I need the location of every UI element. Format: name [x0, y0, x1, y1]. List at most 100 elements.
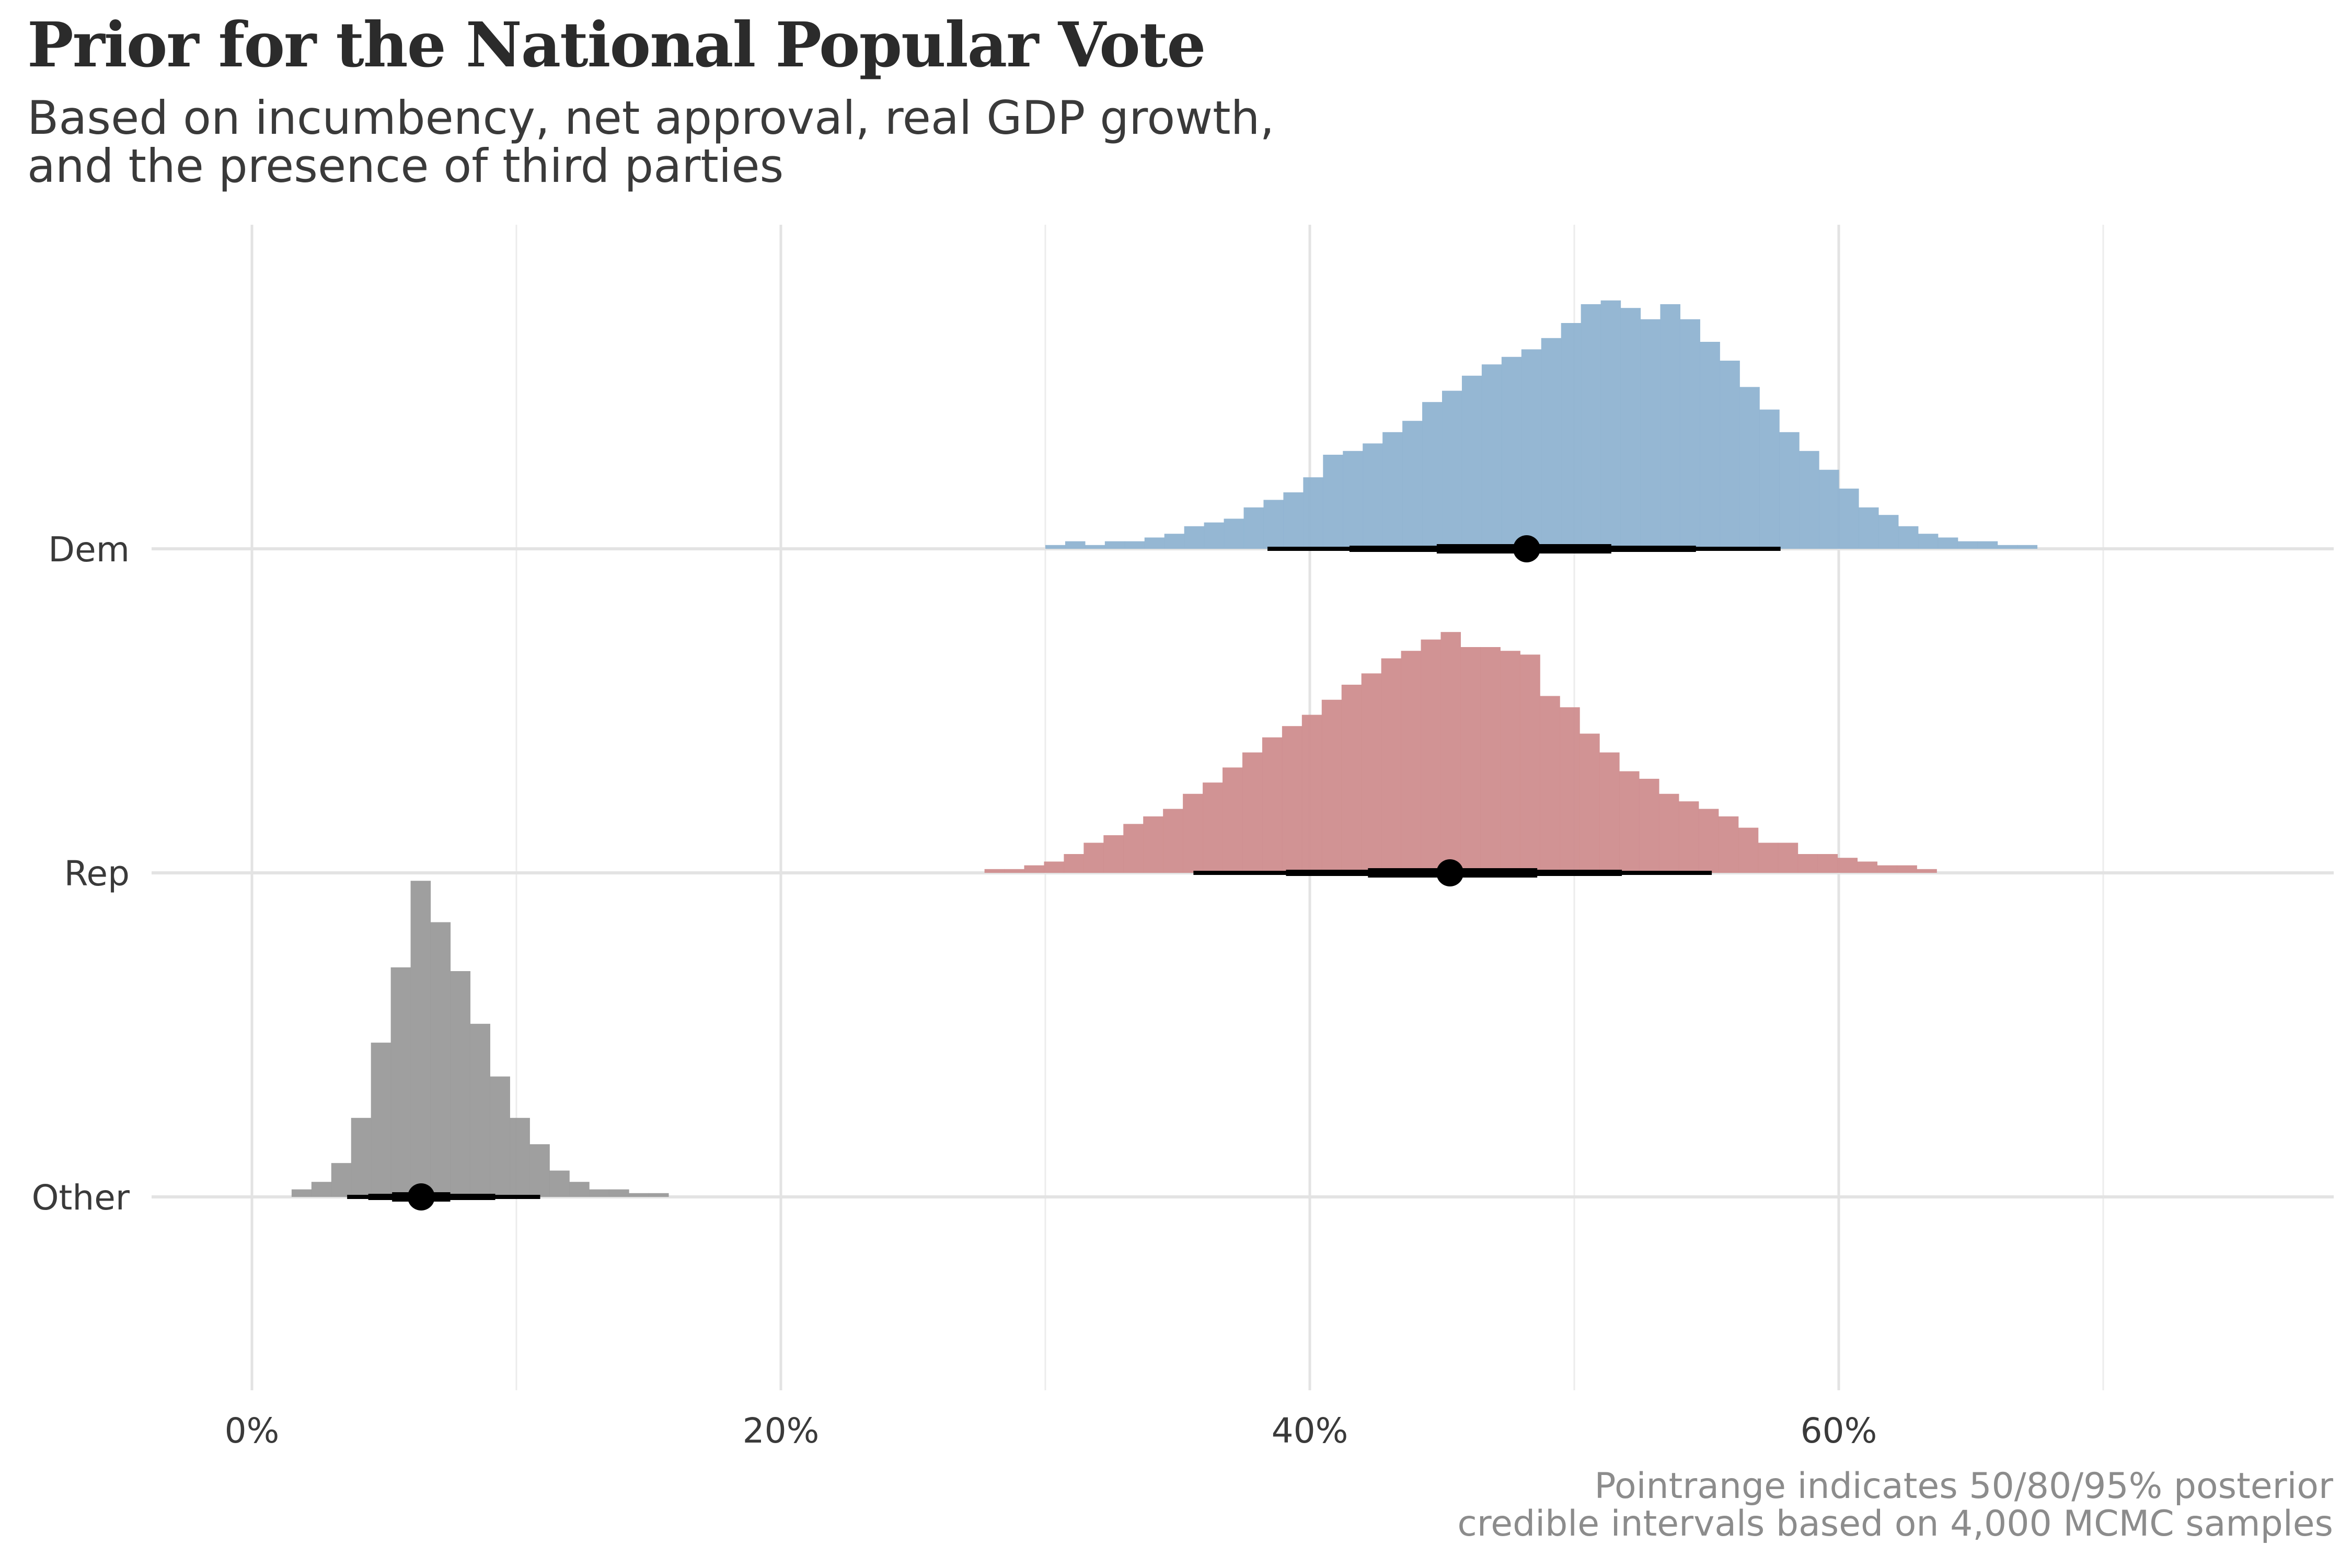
histogram-bar-dem — [1045, 545, 1066, 549]
histogram-bar-other — [390, 967, 411, 1197]
chart-title: Prior for the National Popular Vote — [27, 8, 1206, 81]
histogram-bar-rep — [1480, 647, 1501, 873]
histogram-bar-other — [410, 881, 431, 1197]
histogram-bar-dem — [1581, 304, 1601, 549]
histogram-bar-rep — [1262, 737, 1283, 873]
histogram-bar-dem — [1819, 469, 1839, 549]
y-tick-label-dem: Dem — [48, 529, 130, 570]
subtitle-line-2: and the presence of third parties — [27, 139, 784, 193]
histogram-bar-dem — [1104, 541, 1125, 549]
histogram-bar-rep — [1004, 869, 1025, 873]
histogram-bar-dem — [1600, 300, 1621, 549]
histogram-bar-other — [291, 1189, 312, 1197]
histogram-bar-dem — [1799, 451, 1819, 549]
histogram-bar-rep — [984, 869, 1005, 873]
histogram-bar-other — [450, 971, 471, 1197]
histogram-bar-dem — [1343, 451, 1363, 549]
histogram-bar-dem — [1204, 522, 1225, 549]
histogram-bar-dem — [1779, 432, 1800, 549]
histogram-bar-rep — [1857, 861, 1877, 873]
y-tick-label-rep: Rep — [64, 854, 130, 894]
histogram-bar-rep — [1440, 632, 1461, 873]
histogram-bar-rep — [1579, 733, 1600, 873]
histogram-bar-rep — [1797, 854, 1818, 873]
chart-subtitle: Based on incumbency, net approval, real … — [27, 94, 1274, 190]
x-tick-label: 60% — [1801, 1411, 1877, 1451]
histogram-bar-other — [371, 1042, 391, 1197]
axis-labels: Dem Rep Other 0% 20% 40% 60% — [32, 529, 1877, 1451]
median-point-dem — [1513, 535, 1540, 562]
histogram-bar-other — [569, 1182, 590, 1197]
histogram-bar-dem — [1481, 364, 1502, 549]
histogram-bar-dem — [1739, 387, 1760, 549]
histogram-bar-rep — [1401, 651, 1422, 873]
histogram-bar-other — [510, 1117, 530, 1197]
histogram-bar-other — [331, 1163, 352, 1197]
histogram-bar-rep — [1143, 816, 1163, 873]
histogram-bar-dem — [1839, 488, 1859, 549]
histogram-bar-rep — [1897, 865, 1917, 873]
histogram-bar-dem — [1224, 518, 1244, 549]
histogram-bar-dem — [1660, 304, 1680, 549]
histogram-bar-rep — [1203, 782, 1223, 873]
histogram-bar-rep — [1460, 647, 1481, 873]
histogram-bar-other — [529, 1144, 550, 1197]
histogram-bar-dem — [1898, 526, 1919, 549]
histogram-bar-rep — [1917, 869, 1937, 873]
histogram-bar-other — [430, 922, 451, 1197]
histogram-bar-rep — [1560, 707, 1580, 873]
histogram-bar-rep — [1817, 854, 1838, 873]
histogram-bar-rep — [1183, 793, 1203, 873]
median-point-rep — [1436, 859, 1464, 886]
caption-line-2: credible intervals based on 4,000 MCMC s… — [1457, 1503, 2333, 1544]
histogram-bar-rep — [1738, 827, 1759, 873]
histogram-bar-rep — [1223, 767, 1243, 873]
histogram-bar-dem — [1521, 349, 1542, 549]
histogram-bar-dem — [1501, 356, 1522, 549]
histogram-bar-rep — [1698, 809, 1719, 873]
histogram-bar-dem — [1620, 308, 1641, 549]
histogram-bar-dem — [1323, 455, 1343, 549]
histogram-bar-other — [351, 1117, 372, 1197]
histogram-bar-rep — [1123, 824, 1144, 873]
histogram-bar-rep — [1083, 843, 1104, 873]
histogram-bar-rep — [1421, 639, 1442, 873]
chart-caption: Pointrange indicates 50/80/95% posterior… — [1457, 1468, 2333, 1543]
x-tick-label: 20% — [743, 1411, 820, 1451]
histogram-bar-dem — [1640, 319, 1661, 549]
histogram-bar-other — [549, 1170, 570, 1197]
histogram-bar-dem — [1382, 432, 1403, 549]
histogram-bar-dem — [1957, 541, 1978, 549]
histogram-bar-rep — [1599, 752, 1620, 873]
caption-line-1: Pointrange indicates 50/80/95% posterior — [1594, 1466, 2333, 1507]
histogram-bar-other — [609, 1189, 629, 1197]
histogram-bar-other — [589, 1189, 609, 1197]
histogram-bar-rep — [1044, 861, 1065, 873]
histogram-bar-rep — [1282, 726, 1302, 873]
histogram-bar-dem — [1283, 492, 1304, 549]
histogram-bar-dem — [2017, 545, 2038, 549]
histogram-bar-rep — [1520, 654, 1540, 873]
histogram-bar-dem — [1164, 534, 1185, 549]
histogram-bar-rep — [1678, 801, 1699, 873]
y-tick-label-other: Other — [32, 1178, 130, 1218]
chart-plot: Dem Rep Other 0% 20% 40% 60% — [32, 225, 2334, 1451]
histogram-bar-other — [490, 1076, 510, 1197]
histogram-bar-other — [470, 1023, 490, 1197]
histogram-bar-dem — [1422, 402, 1443, 549]
histogram-bar-dem — [1918, 534, 1939, 549]
histogram-bar-rep — [1242, 752, 1263, 873]
histogram-bar-dem — [1303, 477, 1323, 549]
histogram-bar-rep — [1778, 843, 1798, 873]
histogram-bar-rep — [1500, 651, 1520, 873]
histogram-bar-rep — [1024, 865, 1045, 873]
histogram-bar-rep — [1064, 854, 1084, 873]
subtitle-line-1: Based on incumbency, net approval, real … — [27, 91, 1275, 145]
histogram-bar-dem — [1561, 323, 1582, 549]
histogram-bar-rep — [1381, 658, 1402, 873]
histogram-bar-rep — [1103, 835, 1124, 873]
histogram-bar-dem — [1243, 507, 1264, 549]
histogram-bar-rep — [1301, 714, 1322, 873]
histogram-bar-dem — [1085, 545, 1105, 549]
histogram-bar-dem — [1363, 443, 1383, 549]
